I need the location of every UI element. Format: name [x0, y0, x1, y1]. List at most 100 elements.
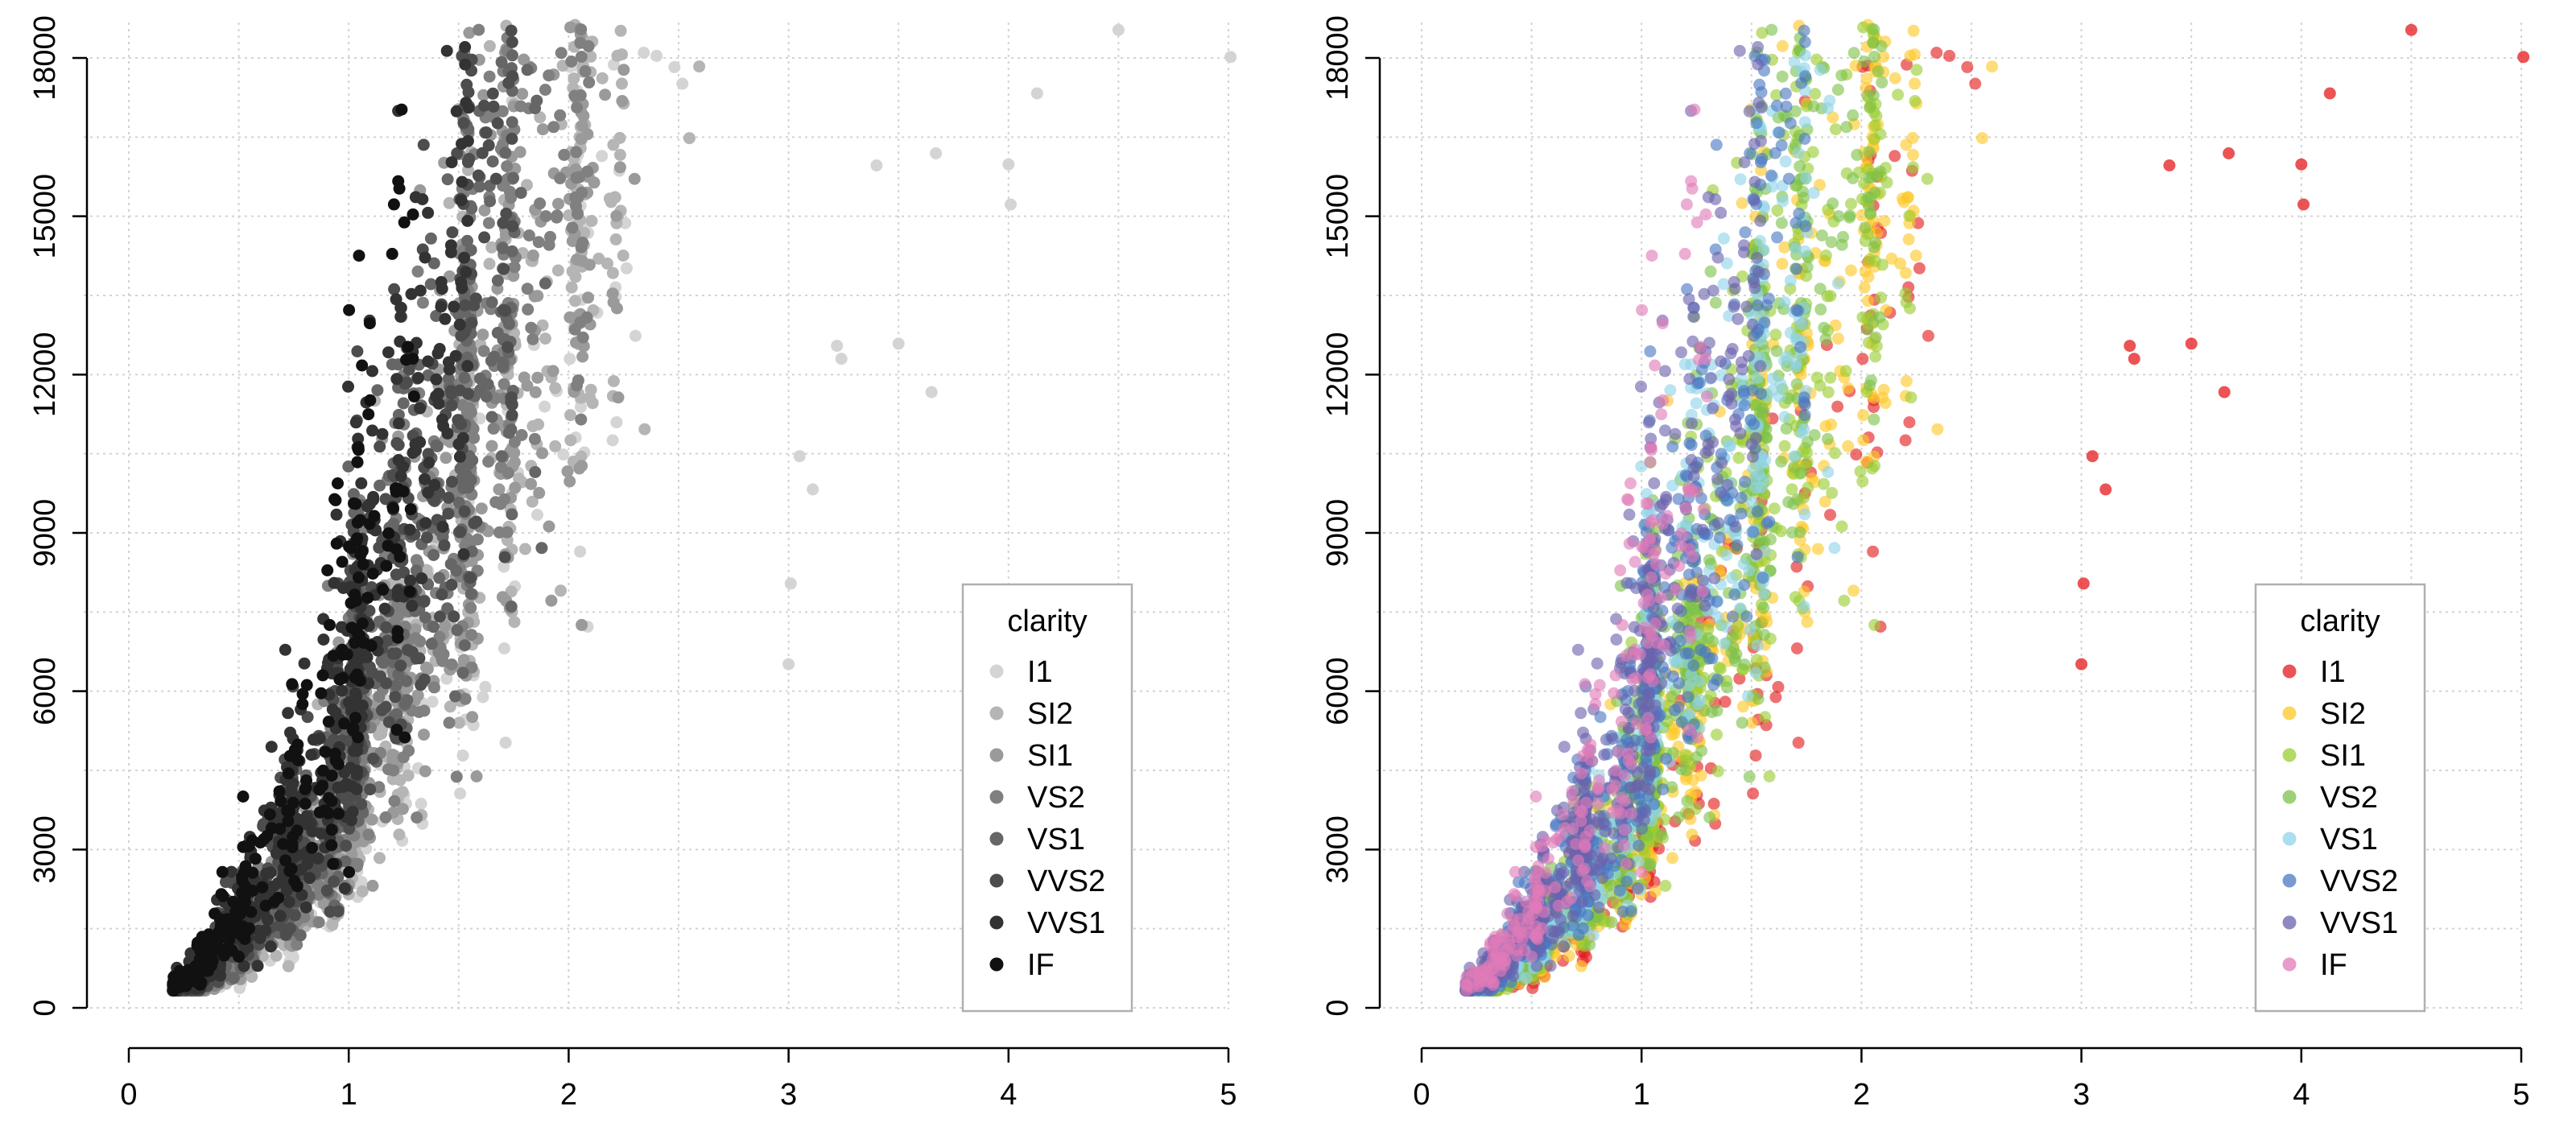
point-vs2 [574, 37, 586, 49]
point-if [398, 732, 411, 744]
point-if [323, 716, 335, 728]
point-vvs1 [448, 301, 460, 313]
point-vvs1 [437, 420, 449, 432]
point-vs2 [451, 770, 463, 782]
point-vvs1 [328, 577, 341, 589]
point-vvs1 [414, 436, 426, 448]
point-vs1 [535, 542, 547, 554]
x-tick-label: 0 [120, 1078, 137, 1112]
point-vvs1 [457, 432, 469, 444]
point-si2 [564, 409, 576, 421]
point-vs2 [529, 433, 541, 445]
point-vs2 [575, 23, 587, 35]
point-si1 [545, 595, 557, 607]
point-vvs1 [345, 814, 357, 826]
point-vs2 [551, 212, 563, 224]
point-i1 [1002, 159, 1014, 171]
point-if [192, 939, 204, 951]
point-vvs1 [454, 451, 466, 463]
point-vvs1 [267, 881, 279, 893]
series-vvs1 [167, 41, 475, 997]
point-vvs2 [468, 299, 480, 312]
x-tick-label: 3 [780, 1078, 797, 1112]
point-si2 [402, 770, 415, 782]
point-if [260, 900, 272, 912]
point-i1 [531, 509, 543, 521]
point-vvs1 [308, 733, 320, 745]
point-if [287, 841, 299, 853]
point-vvs2 [499, 551, 511, 563]
point-si1 [562, 465, 574, 477]
point-vs2 [387, 765, 399, 777]
point-vs2 [489, 496, 502, 508]
point-if [195, 976, 207, 989]
point-vvs2 [374, 440, 386, 452]
point-vs1 [465, 588, 477, 600]
point-if [290, 746, 302, 758]
point-if [325, 795, 337, 807]
point-if [240, 884, 252, 896]
point-vs2 [543, 239, 555, 251]
point-vs2 [419, 704, 431, 716]
point-vs2 [523, 229, 535, 241]
notable-points [782, 24, 1236, 671]
series-vs2 [167, 23, 595, 997]
point-vvs1 [459, 41, 471, 53]
point-vvs1 [462, 135, 474, 147]
point-vs2 [570, 146, 582, 158]
point-si1 [476, 502, 488, 514]
point-si1 [564, 476, 576, 488]
point-vs2 [464, 602, 477, 614]
point-if [239, 927, 251, 939]
point-vvs2 [436, 588, 448, 601]
point-si1 [564, 312, 576, 324]
x-tick-label: 2 [560, 1078, 577, 1112]
point-vs1 [486, 411, 498, 423]
point-si2 [555, 584, 567, 596]
point-si2 [549, 440, 561, 452]
point-if [353, 572, 365, 584]
point-i1 [650, 50, 663, 62]
point-vs1 [474, 373, 486, 385]
point-vs1 [427, 549, 440, 561]
point-si1 [614, 161, 626, 173]
point-vs2 [389, 795, 401, 807]
point-vs2 [473, 24, 485, 36]
point-vvs1 [282, 707, 294, 719]
point-vvs1 [331, 509, 343, 521]
point-if [180, 980, 192, 993]
point-i1 [1747, 787, 1759, 799]
legend-swatch [990, 665, 1004, 679]
point-i1 [638, 47, 650, 59]
y-tick-label: 3000 [28, 815, 62, 884]
point-if [275, 795, 287, 807]
point-vs2 [502, 467, 514, 479]
point-si1 [564, 22, 576, 34]
point-vvs2 [457, 117, 469, 129]
point-i1 [574, 546, 586, 558]
point-vvs2 [390, 437, 402, 449]
point-vs1 [496, 450, 508, 462]
point-si1 [552, 198, 564, 210]
point-vvs1 [395, 470, 407, 482]
point-if [354, 549, 366, 561]
point-if [350, 595, 362, 607]
point-vs2 [554, 109, 566, 122]
point-if [390, 543, 402, 555]
point-si2 [614, 132, 626, 144]
point-if [217, 866, 229, 878]
point-if [264, 808, 276, 820]
point-if [296, 698, 308, 710]
point-vs2 [362, 828, 374, 840]
legend-label: VS2 [1027, 781, 1085, 815]
point-vs1 [486, 296, 498, 308]
point-vvs2 [394, 659, 407, 671]
point-si1 [584, 258, 596, 270]
point-vs1 [492, 274, 504, 287]
point-vvs2 [463, 153, 475, 165]
point-vs1 [506, 49, 518, 61]
point-if [317, 669, 329, 681]
point-vvs2 [448, 610, 460, 622]
